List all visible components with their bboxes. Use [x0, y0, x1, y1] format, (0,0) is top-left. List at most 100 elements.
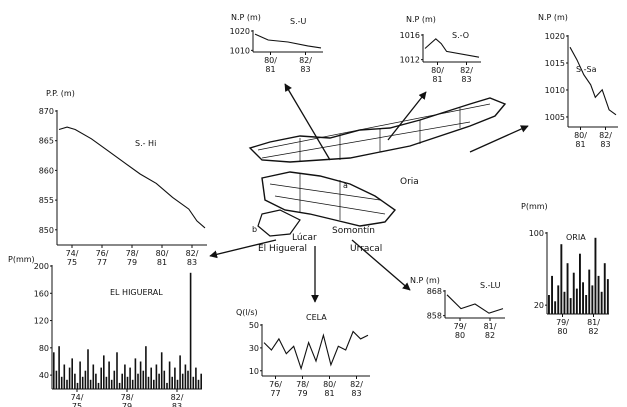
oria-y-tick-label: 20	[534, 301, 544, 310]
arrows	[209, 83, 529, 303]
higueral-bar	[179, 355, 181, 389]
oria-bar	[594, 237, 597, 314]
s-hi-title: S.- Hi	[135, 139, 156, 148]
higueral-y-tick-label: 120	[34, 317, 49, 326]
higueral-bar	[187, 370, 189, 389]
chart-s-lu: S.-LU N.P (m) 868 858 79/80 81/82	[410, 276, 505, 340]
higueral-bar	[113, 370, 116, 389]
chart-oria: ORIA P(mm) 100 20 79/80 81/82	[521, 202, 609, 336]
chart-s-u: S.-U N.P (m) 1020 1010 80/81 82/83	[230, 13, 323, 74]
higueral-bar	[197, 379, 200, 389]
s-o-title: S.-O	[452, 31, 469, 40]
arrow-to-s-u	[284, 83, 331, 161]
chart-s-o: S.-O N.P (m) 1016 1012 80/81 82/83	[400, 15, 481, 84]
limestone-outcrop-main	[248, 97, 507, 163]
cela-y-tick-label: 10	[249, 367, 259, 376]
oria-bar	[591, 285, 594, 314]
arrow-to-s-lu	[351, 239, 411, 291]
higueral-title: EL HIGUERAL	[110, 288, 163, 297]
oria-bar	[588, 269, 591, 314]
higueral-x-tick-label: 82/83	[171, 393, 184, 407]
higueral-bar	[55, 370, 58, 389]
higueral-bar	[92, 364, 95, 389]
higueral-bar	[181, 373, 184, 389]
higueral-bar	[103, 355, 105, 389]
s-o-y-tick-label: 1016	[400, 31, 420, 40]
higueral-x-tick-label: 78/79	[121, 393, 134, 407]
higueral-bar	[150, 367, 152, 389]
s-hi-x-tick-label: 82/83	[186, 249, 199, 267]
s-hi-x-tick-label: 80/81	[156, 249, 169, 267]
s-sa-x-tick-label: 80/81	[574, 131, 587, 149]
higueral-bar	[76, 382, 79, 389]
cela-x-tick-label: 76/77	[269, 380, 282, 398]
map-label-somontin: Somontín	[332, 226, 375, 236]
s-o-series-line	[424, 38, 480, 58]
arrow-to-s-hi	[209, 239, 277, 259]
higueral-bar	[97, 382, 100, 389]
higueral-bar	[200, 373, 202, 389]
oria-bar	[600, 291, 603, 314]
higueral-bar	[53, 352, 55, 389]
s-hi-y-tick-label: 870	[39, 107, 54, 116]
higueral-bar	[184, 364, 187, 389]
s-hi-x-tick-label: 78/79	[126, 249, 139, 267]
higueral-bar	[192, 376, 195, 389]
higueral-bar	[166, 382, 168, 389]
s-sa-title: S.-Sa	[576, 65, 597, 74]
s-hi-y-tick-label: 860	[39, 166, 54, 175]
oria-bar	[575, 288, 578, 314]
oria-ylabel: P(mm)	[521, 202, 548, 211]
s-hi-y-tick-label: 850	[39, 226, 54, 235]
s-sa-ylabel: N.P (m)	[538, 13, 568, 22]
higueral-bar	[142, 370, 145, 389]
chart-s-hi: S.- Hi P.P. (m) 870 865 860 855 850 74/75 76/77 7…	[39, 89, 207, 267]
higueral-bar	[168, 361, 171, 389]
higueral-y-tick-label: 200	[34, 262, 49, 271]
s-sa-y-tick-label: 1010	[545, 86, 565, 95]
s-hi-x-tick-label: 74/75	[66, 249, 79, 267]
s-u-series-line	[254, 33, 322, 49]
higueral-bar	[118, 382, 121, 389]
higueral-bar	[95, 373, 97, 389]
higueral-y-tick-label: 40	[39, 371, 49, 380]
higueral-bar	[155, 364, 158, 389]
s-lu-title: S.-LU	[480, 281, 501, 290]
oria-bar	[548, 295, 550, 314]
oria-bar	[572, 272, 575, 314]
cela-y-tick-label: 50	[249, 321, 259, 330]
chart-cela: CELA Q(l/s) 50 30 10 76/77 78/79 80/81 82/83	[236, 308, 370, 398]
oria-x-tick-label: 81/82	[587, 318, 600, 336]
higueral-bar	[129, 367, 131, 389]
oria-bar	[560, 244, 563, 314]
higueral-bar	[158, 373, 160, 389]
higueral-x-tick-label: 74/75	[71, 393, 84, 407]
higueral-bar	[66, 379, 68, 389]
s-hi-ylabel: P.P. (m)	[46, 89, 75, 98]
higueral-bar	[79, 361, 81, 389]
cela-x-tick-label: 82/83	[350, 380, 363, 398]
higueral-bar	[189, 272, 192, 389]
higueral-bar	[176, 379, 179, 389]
map-label-lucar: Lúcar	[292, 233, 317, 243]
higueral-bar	[89, 379, 92, 389]
s-o-y-tick-label: 1012	[400, 56, 420, 65]
higueral-bar	[87, 349, 89, 389]
chart-higueral: EL HIGUERAL P(mm)200 160 120 80 40 74/75 78/79 8…	[8, 255, 202, 407]
map-label-b: b	[252, 225, 257, 234]
map-label-a: a	[343, 181, 348, 190]
higueral-bar	[105, 376, 108, 389]
karst-map: Oria Somontín Lúcar El Higueral Urracal …	[248, 97, 507, 254]
s-hi-y-tick-label: 865	[39, 137, 54, 146]
oria-bar	[569, 298, 572, 314]
s-sa-x-tick-label: 82/83	[599, 131, 612, 149]
oria-bar	[563, 291, 566, 314]
chart-s-sa: S.-Sa N.P (m) 1020 1015 1010 1005 80/81 82/83	[538, 13, 618, 149]
limestone-pattern	[257, 103, 491, 220]
arrow-to-s-sa	[469, 125, 529, 153]
higueral-bar	[174, 367, 176, 389]
cela-x-tick-label: 80/81	[323, 380, 336, 398]
oria-x-tick-label: 79/80	[556, 318, 569, 336]
higueral-bar	[108, 361, 110, 389]
